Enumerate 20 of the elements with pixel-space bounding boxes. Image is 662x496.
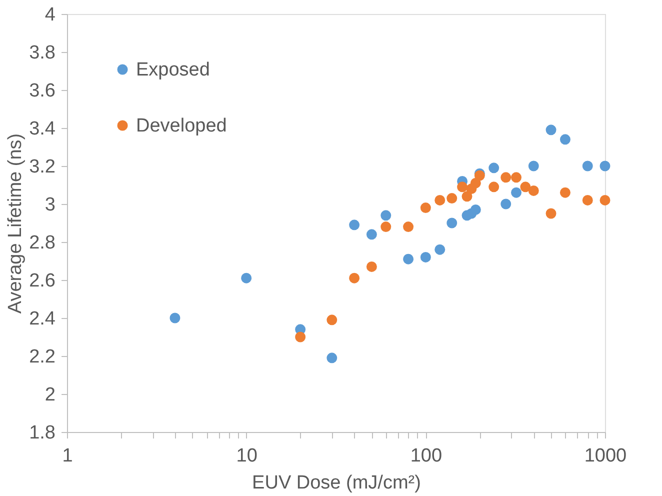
y-tick-label: 2.6 <box>29 270 56 292</box>
y-tick-label: 2.2 <box>29 346 56 368</box>
x-tick-label: 1000 <box>584 446 627 466</box>
y-tick-label: 3.6 <box>29 80 56 102</box>
y-axis-title: Average Lifetime (ns) <box>5 133 26 314</box>
y-tick-label: 3.2 <box>29 156 56 178</box>
x-tick-label: 1 <box>62 446 73 466</box>
x-axis-title: EUV Dose (mJ/cm²) <box>252 472 421 494</box>
y-tick-label: 3.8 <box>29 42 56 64</box>
y-tick-label: 2.4 <box>29 308 56 330</box>
y-tick-label: 2 <box>44 384 56 406</box>
legend-label: Developed <box>136 116 227 136</box>
y-tick-label: 1.8 <box>29 422 56 444</box>
y-tick-label: 2.8 <box>29 232 56 254</box>
y-tick-label: 3 <box>44 194 56 216</box>
x-tick-label: 10 <box>236 446 258 466</box>
x-tick-label: 100 <box>410 446 442 466</box>
legend-label: Exposed <box>136 60 210 80</box>
y-tick-label: 4 <box>44 4 56 26</box>
y-tick-label: 3.4 <box>29 118 56 140</box>
